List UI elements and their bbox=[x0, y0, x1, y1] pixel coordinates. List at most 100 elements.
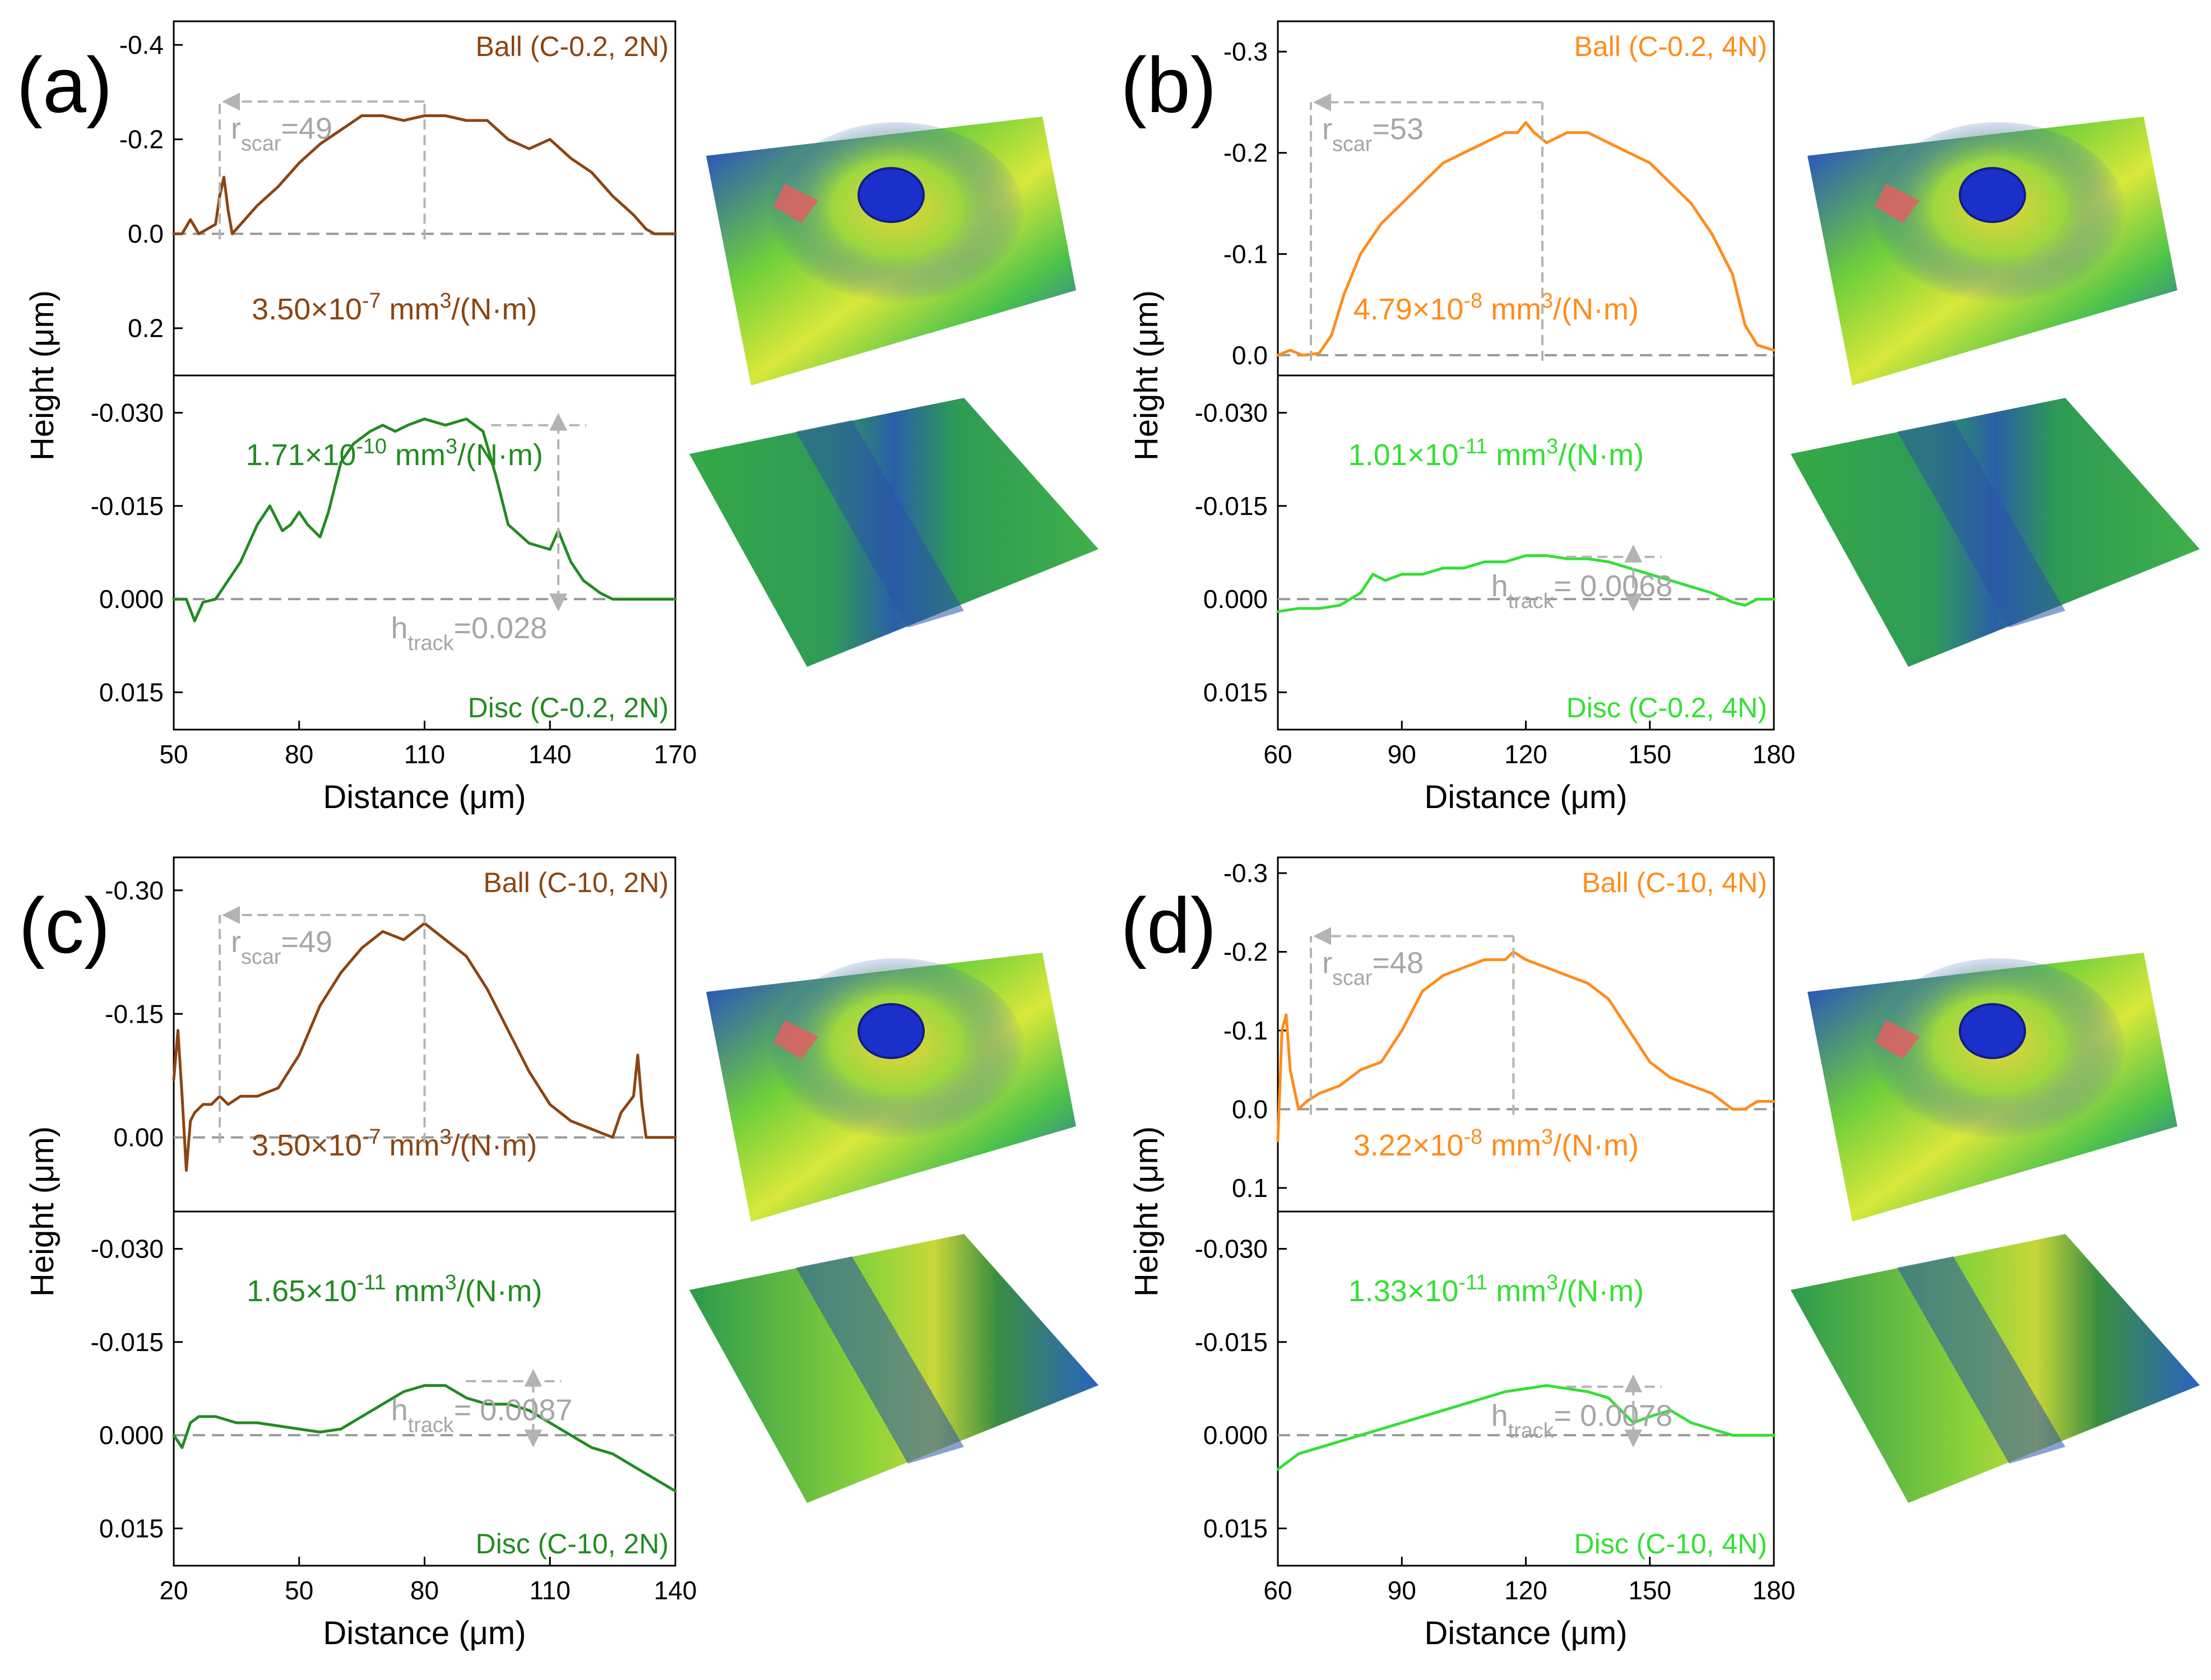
y-tick-label: -0.030 bbox=[91, 398, 164, 428]
panel-a: (a) -0.4 -0.2 0.0 0.2 Ball (C-0.2, 2N) 3.50×10… bbox=[16, 20, 1098, 815]
y-tick-label: -0.015 bbox=[1195, 491, 1268, 521]
debris-patch bbox=[1875, 1020, 1920, 1059]
scar-radius-label: rscar=48 bbox=[1322, 946, 1424, 990]
y-tick-label: 0.2 bbox=[128, 314, 164, 343]
ball-3d-surface-image bbox=[1807, 953, 2177, 1222]
wear-track-band bbox=[796, 420, 964, 628]
disc-profile-plot: 0.015 0.000 -0.015 -0.030 Disc (C-0.2, 4N) 1.… bbox=[1195, 374, 1776, 731]
y-tick-label: -0.3 bbox=[1223, 37, 1268, 66]
debris-patch bbox=[773, 1020, 818, 1059]
x-tick-label: 120 bbox=[1504, 1576, 1547, 1605]
wear-scar-spot bbox=[1959, 167, 2026, 223]
y-tick-label: -0.2 bbox=[119, 125, 164, 154]
y-tick-label: -0.015 bbox=[91, 491, 164, 521]
y-tick-label: 0.000 bbox=[99, 1421, 164, 1450]
y-axis-title: Height (μm) bbox=[24, 1126, 61, 1297]
panel-c: (c)-0.30 -0.15 0.00 Ball (C-10, 2N) 3.50×10-… bbox=[18, 856, 1098, 1651]
ball-wear-rate: 3.50×10-7 mm3/(N·m) bbox=[252, 1125, 537, 1162]
x-tick-label: 80 bbox=[410, 1576, 439, 1605]
y-axis-title: Height (μm) bbox=[24, 290, 61, 461]
disc-wear-rate: 1.01×10-11 mm3/(N·m) bbox=[1348, 435, 1644, 472]
y-tick-label: -0.30 bbox=[105, 876, 164, 905]
x-tick-label: 90 bbox=[1388, 1576, 1416, 1605]
disc-profile-line bbox=[172, 1384, 677, 1493]
disc-sample-label: Disc (C-10, 2N) bbox=[476, 1528, 669, 1560]
x-tick-label: 80 bbox=[285, 740, 313, 769]
x-tick-label: 120 bbox=[1504, 740, 1547, 769]
x-tick-label: 60 bbox=[1263, 740, 1292, 769]
y-tick-label: 0.000 bbox=[1203, 1421, 1268, 1450]
x-tick-label: 180 bbox=[1753, 740, 1796, 769]
y-tick-label: 0.0 bbox=[1232, 341, 1268, 370]
y-axis-title: Height (μm) bbox=[1128, 1126, 1165, 1297]
disc-profile-line bbox=[1276, 554, 1776, 613]
y-tick-label: -0.030 bbox=[1195, 1235, 1268, 1264]
disc-sample-label: Disc (C-0.2, 4N) bbox=[1566, 692, 1767, 723]
x-tick-label: 20 bbox=[159, 1576, 188, 1605]
ball-profile-line bbox=[1276, 121, 1776, 357]
x-tick-label: 150 bbox=[1628, 740, 1671, 769]
disc-profile-line bbox=[1276, 1384, 1776, 1471]
ball-profile-line bbox=[1276, 950, 1776, 1143]
x-tick-label: 90 bbox=[1388, 740, 1416, 769]
x-tick-label: 150 bbox=[1628, 1576, 1671, 1605]
scar-radius-label: rscar=49 bbox=[231, 925, 332, 969]
y-tick-label: 0.015 bbox=[1203, 677, 1268, 707]
y-tick-label: -0.15 bbox=[105, 999, 164, 1028]
y-tick-label: 0.000 bbox=[99, 584, 164, 614]
y-tick-label: 0.0 bbox=[128, 219, 164, 248]
ball-sample-label: Ball (C-0.2, 2N) bbox=[475, 31, 669, 62]
disc-3d-surface-image bbox=[1791, 1234, 2200, 1503]
scar-radius-label: rscar=49 bbox=[231, 112, 332, 155]
debris-patch bbox=[773, 184, 818, 223]
disc-3d-surface-image bbox=[1791, 398, 2200, 667]
x-tick-label: 170 bbox=[654, 740, 697, 769]
panel-b: (b) -0.3 -0.2 -0.1 0.0 Ball (C-0.2, 4N) 4.79×1… bbox=[1120, 20, 2200, 815]
plot-frame bbox=[1277, 374, 1775, 731]
ball-3d-surface-image bbox=[1807, 117, 2177, 386]
ball-sample-label: Ball (C-10, 2N) bbox=[483, 867, 669, 898]
y-tick-label: 0.015 bbox=[99, 1514, 164, 1543]
y-tick-label: -0.3 bbox=[1223, 858, 1268, 888]
x-tick-label: 60 bbox=[1263, 1576, 1292, 1605]
disc-3d-surface-image bbox=[689, 1234, 1098, 1503]
y-tick-label: -0.030 bbox=[1195, 398, 1268, 428]
y-tick-label: -0.030 bbox=[91, 1235, 164, 1264]
y-tick-label: 0.00 bbox=[113, 1123, 164, 1152]
wear-track-band bbox=[796, 1256, 964, 1464]
wear-track-band bbox=[1897, 420, 2065, 628]
panel-letter-label: (b) bbox=[1120, 41, 1216, 129]
x-tick-label: 50 bbox=[285, 1576, 313, 1605]
y-tick-label: 0.015 bbox=[1203, 1514, 1268, 1543]
ball-wear-rate: 4.79×10-8 mm3/(N·m) bbox=[1354, 289, 1639, 326]
ball-wear-rate: 3.50×10-7 mm3/(N·m) bbox=[252, 289, 537, 326]
panel-letter-label: (a) bbox=[16, 41, 112, 129]
panel-d: (d)-0.3 -0.2 -0.1 0.0 0.1 Ball (C-10, 4N) 3.22… bbox=[1120, 856, 2200, 1651]
disc-wear-rate: 1.71×10-10 mm3/(N·m) bbox=[246, 435, 543, 472]
y-tick-label: 0.0 bbox=[1232, 1094, 1268, 1124]
disc-sample-label: Disc (C-0.2, 2N) bbox=[468, 692, 669, 723]
x-axis-title: Distance (μm) bbox=[1424, 1615, 1627, 1651]
disc-profile-plot: 0.015 0.000 -0.015 -0.030 Disc (C-10, 4N) 1.3… bbox=[1195, 1210, 1776, 1567]
y-axis-title: Height (μm) bbox=[1128, 290, 1165, 461]
panel-letter-label: (c) bbox=[18, 881, 110, 969]
disc-3d-surface-image bbox=[689, 398, 1098, 667]
disc-wear-rate: 1.33×10-11 mm3/(N·m) bbox=[1348, 1271, 1644, 1308]
ball-profile-line bbox=[172, 114, 677, 235]
ball-3d-surface-image bbox=[706, 953, 1076, 1222]
x-tick-label: 110 bbox=[530, 1576, 571, 1605]
disc-wear-rate: 1.65×10-11 mm3/(N·m) bbox=[247, 1271, 542, 1308]
x-tick-label: 110 bbox=[404, 740, 445, 769]
y-tick-label: 0.1 bbox=[1232, 1173, 1268, 1203]
disc-sample-label: Disc (C-10, 4N) bbox=[1574, 1528, 1767, 1560]
x-axis-title: Distance (μm) bbox=[323, 779, 526, 815]
x-tick-label: 180 bbox=[1753, 1576, 1796, 1605]
panel-letter-label: (d) bbox=[1120, 881, 1216, 969]
y-tick-label: 0.000 bbox=[1203, 584, 1268, 614]
disc-profile-plot: 0.015 0.000 -0.015 -0.030 Disc (C-0.2, 2N) 1.… bbox=[91, 374, 677, 731]
track-depth-label: htrack= 0.0087 bbox=[391, 1394, 573, 1437]
debris-patch bbox=[1875, 184, 1920, 223]
y-tick-label: 0.015 bbox=[99, 677, 164, 707]
scar-radius-label: rscar=53 bbox=[1322, 112, 1424, 156]
